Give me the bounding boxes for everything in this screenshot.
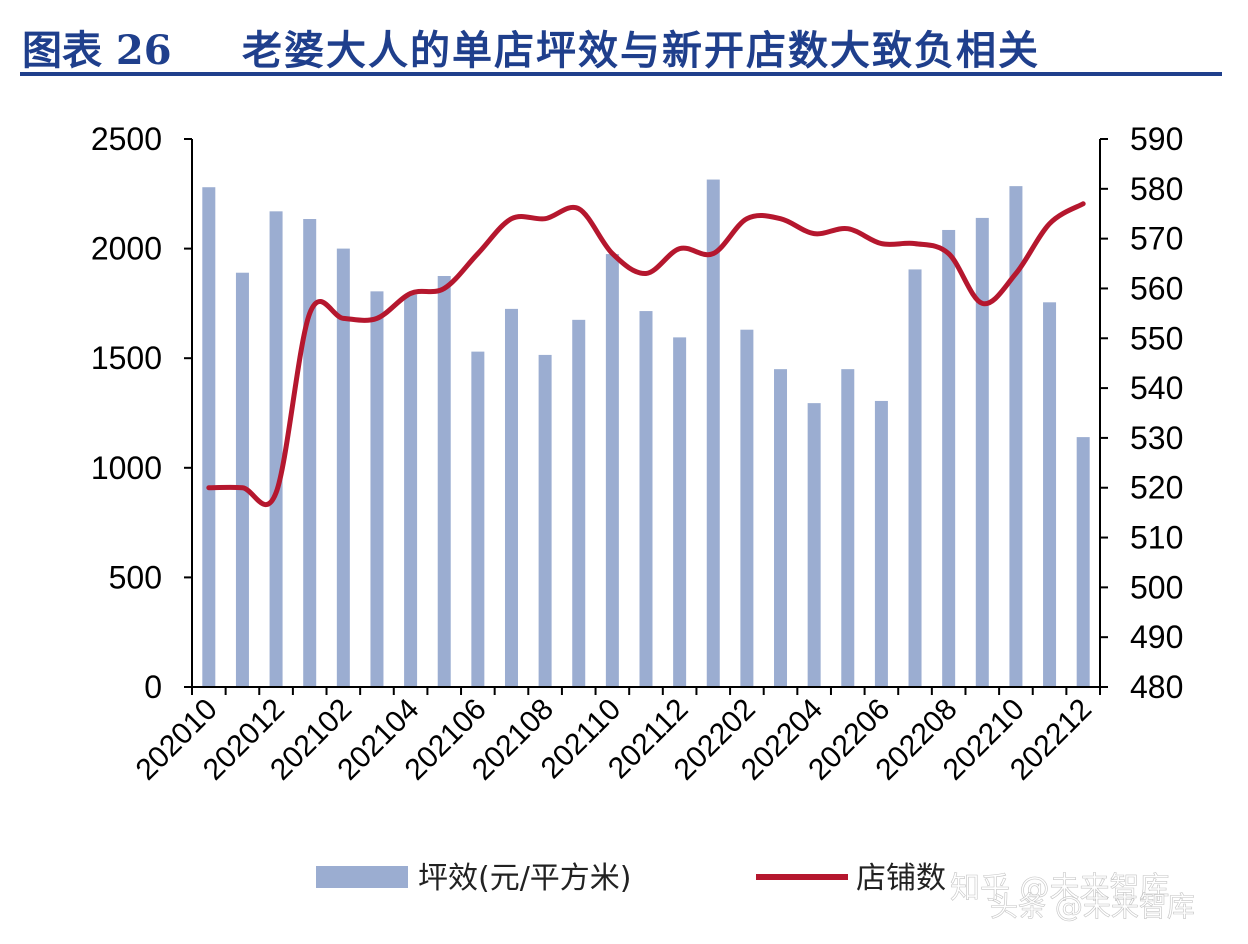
left-tick-label: 0 xyxy=(144,669,162,705)
right-tick-label: 580 xyxy=(1130,171,1183,207)
figure-number: 图表 26 xyxy=(22,27,172,74)
right-tick-label: 480 xyxy=(1130,669,1183,705)
bar-202108 xyxy=(538,354,552,687)
right-tick-label: 530 xyxy=(1130,420,1183,456)
bar-202106 xyxy=(471,351,485,687)
bar-202206 xyxy=(874,400,888,687)
left-tick-label: 1500 xyxy=(91,340,162,376)
bar-202211 xyxy=(1043,302,1057,687)
chart-title: 老婆大人的单店坪效与新开店数大致负相关 xyxy=(242,27,1040,74)
watermark-line1: 知乎 @未来智库 xyxy=(950,871,1170,906)
bar-202109 xyxy=(572,319,586,687)
right-tick-label: 590 xyxy=(1130,121,1183,157)
bar-202111 xyxy=(639,311,653,687)
title-bar: 图表 26 老婆大人的单店坪效与新开店数大致负相关 xyxy=(20,8,1222,74)
bar-202112 xyxy=(673,337,687,687)
watermark-line2: 头条 @未来智库 xyxy=(990,890,1195,923)
legend-line-label: 店铺数 xyxy=(856,861,946,896)
store-count-line xyxy=(206,201,1086,507)
bar-202011 xyxy=(235,272,249,687)
bar-202107 xyxy=(504,308,518,687)
bar-202208 xyxy=(942,229,956,687)
bar-202204 xyxy=(807,403,821,687)
right-tick-label: 510 xyxy=(1130,520,1183,556)
right-tick-label: 560 xyxy=(1130,270,1183,306)
bar-202203 xyxy=(774,369,788,687)
bar-series xyxy=(202,179,1090,688)
bar-202210 xyxy=(1009,186,1023,688)
bar-202110 xyxy=(605,254,619,687)
right-tick-label: 490 xyxy=(1130,619,1183,655)
legend: 坪效(元/平方米) 店铺数 xyxy=(316,861,946,896)
bar-202103 xyxy=(370,291,384,687)
bar-202012 xyxy=(269,211,283,687)
bar-202010 xyxy=(202,187,216,687)
legend-bar-label: 坪效(元/平方米) xyxy=(418,861,632,896)
watermark: 知乎 @未来智库 头条 @未来智库 xyxy=(950,871,1196,924)
bar-202205 xyxy=(841,369,855,687)
left-tick-label: 500 xyxy=(109,559,162,595)
left-tick-label: 1000 xyxy=(91,450,162,486)
right-tick-label: 550 xyxy=(1130,320,1183,356)
title-divider xyxy=(20,72,1222,76)
legend-bar-swatch xyxy=(316,866,408,888)
bar-202105 xyxy=(437,276,451,687)
left-tick-label: 2000 xyxy=(91,231,162,267)
bar-202202 xyxy=(740,329,754,687)
right-tick-label: 520 xyxy=(1130,470,1183,506)
line-series xyxy=(206,201,1086,507)
left-tick-label: 2500 xyxy=(91,121,162,157)
bar-202201 xyxy=(706,179,720,687)
bar-202209 xyxy=(975,217,989,688)
bar-202212 xyxy=(1076,437,1090,687)
bar-202102 xyxy=(336,248,350,687)
right-tick-label: 500 xyxy=(1130,569,1183,605)
right-tick-label: 570 xyxy=(1130,221,1183,257)
bar-202207 xyxy=(908,269,922,687)
right-tick-label: 540 xyxy=(1130,370,1183,406)
bar-202101 xyxy=(303,219,317,687)
bar-202104 xyxy=(404,294,418,687)
